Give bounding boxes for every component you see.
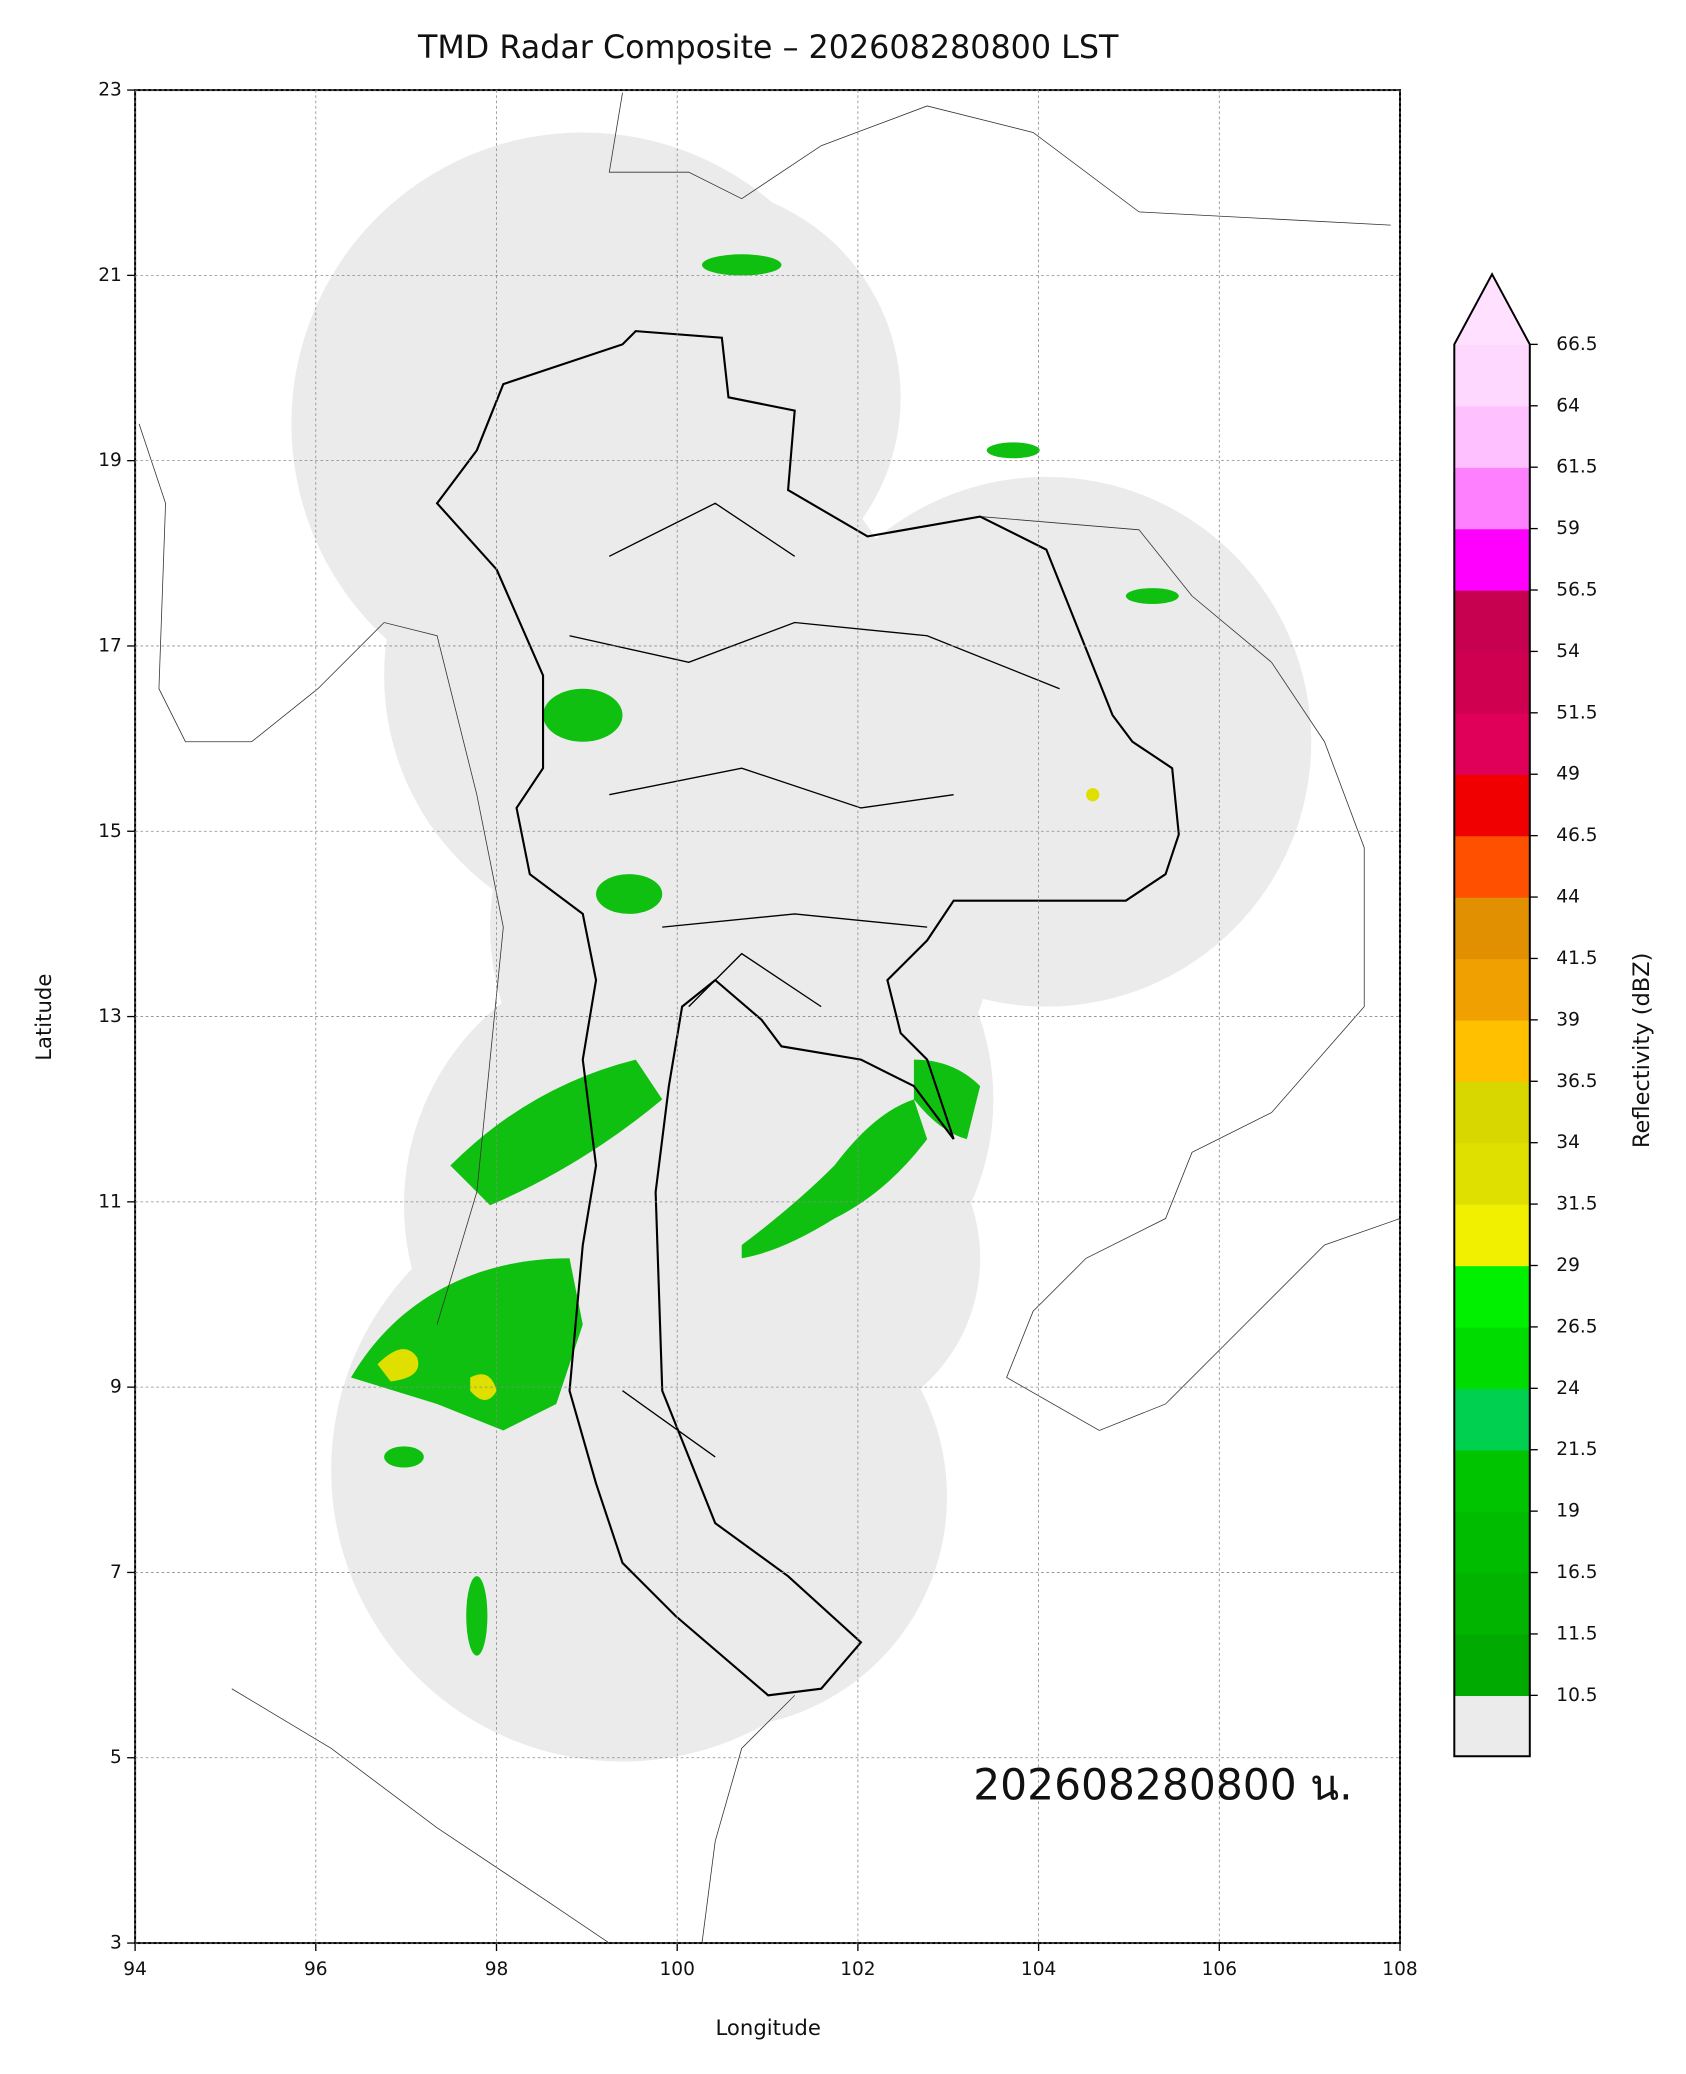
color-band bbox=[1454, 1204, 1530, 1267]
color-band bbox=[1454, 897, 1530, 960]
colorbar-label: Reflectivity (dBZ) bbox=[1629, 953, 1655, 1148]
y-tick-label: 23 bbox=[98, 80, 122, 101]
colorbar-tick-label: 36.5 bbox=[1556, 1071, 1597, 1092]
colorbar-tick-label: 66.5 bbox=[1556, 334, 1597, 355]
x-tick-label: 104 bbox=[1021, 1959, 1056, 1980]
color-band bbox=[1454, 651, 1530, 714]
colorbar-tick-label: 49 bbox=[1556, 764, 1580, 785]
colorbar-tick-label: 10.5 bbox=[1556, 1685, 1597, 1706]
color-band bbox=[1454, 1633, 1530, 1697]
color-band bbox=[1454, 344, 1530, 407]
colorbar-tick-label: 44 bbox=[1556, 887, 1580, 908]
x-tick-label: 108 bbox=[1382, 1959, 1417, 1980]
color-band bbox=[1454, 1019, 1530, 1082]
color-band bbox=[1454, 1142, 1530, 1205]
color-band bbox=[1454, 1572, 1530, 1635]
color-band bbox=[1454, 1388, 1530, 1451]
colorbar-tick-label: 24 bbox=[1556, 1378, 1580, 1399]
colorbar-tick-label: 34 bbox=[1556, 1132, 1580, 1153]
x-tick-label: 102 bbox=[840, 1959, 875, 1980]
color-band bbox=[1454, 405, 1530, 468]
colorbar-tick-label: 21.5 bbox=[1556, 1439, 1597, 1460]
colorbar-tick-label: 56.5 bbox=[1556, 580, 1597, 601]
y-tick-label: 5 bbox=[110, 1747, 122, 1768]
axes: 94 96 98 100 102 104 106 108 3 5 7 9 11 13 15 17 19 21 23 bbox=[98, 80, 1417, 1980]
x-axis-label: Longitude bbox=[716, 2015, 821, 2040]
annotation: 202608280800 น. bbox=[973, 1761, 1352, 1810]
colorbar-tick-label: 39 bbox=[1556, 1009, 1580, 1030]
x-tick-label: 96 bbox=[304, 1959, 328, 1980]
x-tick-label: 94 bbox=[123, 1959, 147, 1980]
y-tick-label: 9 bbox=[110, 1377, 122, 1398]
colorbar-tick-label: 19 bbox=[1556, 1501, 1580, 1522]
color-band bbox=[1454, 467, 1530, 530]
radar-coverage bbox=[291, 132, 1312, 1762]
color-band bbox=[1454, 1449, 1530, 1512]
x-tick-label: 100 bbox=[660, 1959, 695, 1980]
color-band bbox=[1454, 528, 1530, 591]
colorbar-tick-label: 16.5 bbox=[1556, 1562, 1597, 1583]
over-extension bbox=[1454, 274, 1530, 345]
colorbar: 10.5 11.5 16.5 19 21.5 24 26.5 29 31.5 34 36.5 39 41… bbox=[1453, 272, 1598, 1758]
colorbar-tick-label: 31.5 bbox=[1556, 1194, 1597, 1215]
colorbar-tick-label: 11.5 bbox=[1556, 1623, 1597, 1644]
radar-echoes bbox=[350, 254, 1179, 1656]
color-band bbox=[1454, 1081, 1530, 1144]
colorbar-frame bbox=[1453, 272, 1531, 1758]
y-tick-label: 21 bbox=[98, 265, 122, 286]
map-figure: TMD Radar Composite – 202608280800 LST bbox=[31, 30, 1655, 2040]
y-tick-label: 15 bbox=[98, 821, 122, 842]
colorbar-tick-label: 51.5 bbox=[1556, 702, 1597, 723]
color-band bbox=[1454, 1511, 1530, 1574]
colorbar-tick-label: 41.5 bbox=[1556, 948, 1597, 969]
colorbar-tick-label: 29 bbox=[1556, 1255, 1580, 1276]
colorbar-tick-label: 61.5 bbox=[1556, 457, 1597, 478]
y-tick-label: 13 bbox=[98, 1006, 122, 1027]
y-tick-label: 3 bbox=[110, 1933, 122, 1954]
color-band bbox=[1454, 835, 1530, 898]
map bbox=[138, 92, 1400, 1944]
x-tick-label: 98 bbox=[485, 1959, 509, 1980]
color-band bbox=[1454, 1265, 1530, 1328]
colorbar-tick-label: 59 bbox=[1556, 518, 1580, 539]
thailand-border bbox=[435, 330, 1180, 1697]
color-band bbox=[1454, 774, 1530, 837]
color-band bbox=[1454, 712, 1530, 775]
y-axis-label: Latitude bbox=[31, 974, 56, 1061]
color-band bbox=[1454, 1326, 1530, 1389]
chart-title: TMD Radar Composite – 202608280800 LST bbox=[417, 30, 1119, 66]
colorbar-tick-label: 64 bbox=[1556, 395, 1580, 416]
y-tick-label: 11 bbox=[98, 1191, 122, 1212]
coastlines bbox=[138, 92, 1400, 1944]
y-tick-label: 17 bbox=[98, 635, 122, 656]
color-band bbox=[1454, 958, 1530, 1021]
y-tick-label: 7 bbox=[110, 1562, 122, 1583]
color-band bbox=[1454, 590, 1530, 653]
colorbar-tick-label: 46.5 bbox=[1556, 825, 1597, 846]
colorbar-tick-label: 26.5 bbox=[1556, 1316, 1597, 1337]
colorbar-tick-label: 54 bbox=[1556, 641, 1580, 662]
y-tick-label: 19 bbox=[98, 450, 122, 471]
x-tick-label: 106 bbox=[1202, 1959, 1237, 1980]
under-band bbox=[1454, 1695, 1530, 1757]
